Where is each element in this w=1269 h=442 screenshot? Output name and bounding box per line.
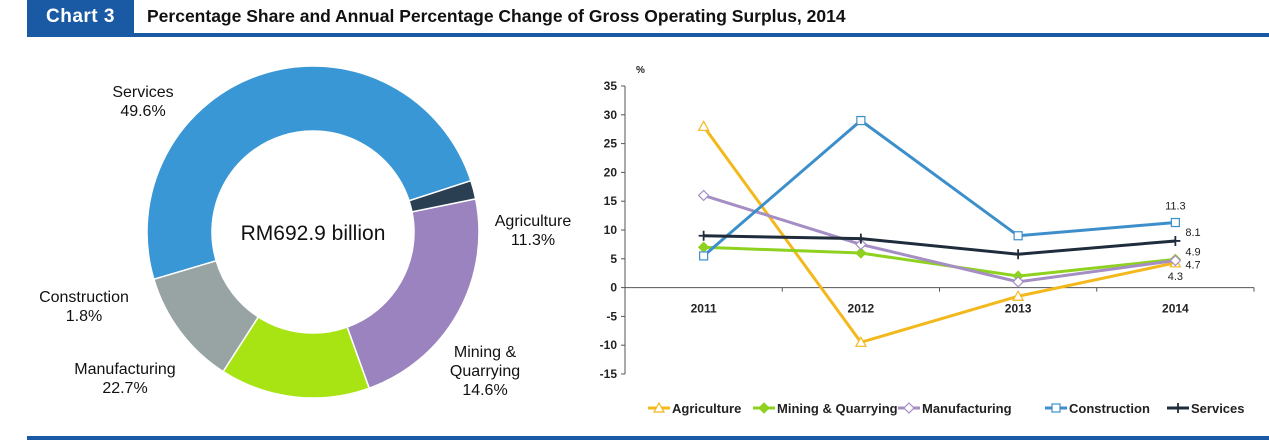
series-agriculture [697,120,1182,347]
point-manufacturing [1012,275,1024,288]
series-services [698,230,1181,260]
legend-item-services: Services [1167,401,1245,416]
x-tick-label: 2012 [848,302,875,316]
donut-slice-construction [408,179,477,213]
donut-slice-services [146,65,472,281]
data-label-manufacturing: 4.7 [1185,260,1200,272]
donut-slice-labels: Services 49.6% Agriculture 11.3% Mining & Qua… [39,84,571,399]
point-manufacturing [855,238,867,251]
donut-label-value: 11.3% [511,232,555,249]
chart-number-badge: Chart 3 [27,0,134,33]
y-tick-label: 25 [604,137,618,151]
legend-label: Manufacturing [922,401,1012,416]
footer-rule [27,436,1269,440]
legend-item-construction: Construction [1045,401,1150,416]
series-line-agriculture [702,125,1176,345]
data-label-mining-and-quarrying: 4.9 [1185,246,1200,258]
y-tick-label: 15 [604,194,618,208]
data-label-services: 8.1 [1185,227,1200,239]
legend-marker [758,402,770,414]
legend-marker [652,401,666,413]
legend-label: Services [1191,401,1245,416]
y-tick-label: 20 [604,165,618,179]
y-tick-label: 0 [610,281,617,295]
legend-marker [1173,403,1183,413]
y-tick-label: -15 [600,367,617,381]
chart-legend: Agriculture Mining & Quarrying Manufacturi… [648,401,1245,416]
point-mining-and-quarrying [855,247,867,259]
donut-label-name: Agriculture [495,213,572,230]
point-construction [699,251,709,261]
series-manufacturing [697,189,1182,288]
series-line-services [703,234,1176,256]
y-tick-label: 5 [610,252,617,266]
point-manufacturing [697,189,710,202]
legend-item-agriculture: Agriculture [648,401,741,416]
donut-label-value: 49.6% [120,103,165,120]
point-mining-and-quarrying [697,241,710,253]
y-tick-label: -5 [606,309,617,323]
donut-label-value: 22.7% [102,380,147,397]
series-construction [699,115,1180,261]
point-manufacturing [1169,254,1182,267]
line-chart: % 35 30 25 20 15 10 5 0 -5 -10 -15 2011 2012 2013 2014… [600,65,1255,416]
y-axis-unit: % [636,65,645,76]
chart-header: Chart 3 Percentage Share and Annual Perc… [27,0,1269,37]
donut-label-name: Mining & [454,344,517,361]
point-services [855,233,866,244]
legend-marker [903,402,915,414]
legend-label: Construction [1069,401,1150,416]
legend-item-mining-and-quarrying: Mining & Quarrying [753,401,898,416]
point-agriculture [854,336,867,347]
donut-label-name: Construction [39,289,129,306]
point-services [1013,249,1024,260]
series-line-manufacturing [703,194,1176,284]
point-construction [1170,217,1180,228]
chart-axes: 35 30 25 20 15 10 5 0 -5 -10 -15 2011 2012 2013 2014 [600,79,1255,381]
point-construction [856,115,866,126]
donut-label-value: 14.6% [462,382,507,399]
y-tick-label: -10 [600,338,617,352]
legend-label: Mining & Quarrying [777,401,898,416]
donut-label-name: Quarrying [450,363,520,380]
data-label-construction: 11.3 [1165,201,1186,213]
donut-label-name: Services [112,84,173,101]
point-agriculture [1012,290,1025,301]
point-services [1170,235,1181,246]
donut-label-name: Manufacturing [74,361,175,378]
point-construction [1013,231,1023,241]
donut-label-value: 1.8% [66,308,102,325]
donut-slice-manufacturing [346,197,480,390]
chart-title: Percentage Share and Annual Percentage C… [147,6,846,26]
legend-label: Agriculture [672,401,741,416]
x-tick-label: 2014 [1162,302,1189,316]
donut-center-label: RM692.9 billion [241,222,386,245]
donut-slices [146,65,480,399]
donut-chart: RM692.9 billion Services 49.6% Agriculture… [39,65,571,399]
y-tick-label: 10 [604,223,618,237]
x-tick-label: 2013 [1005,302,1032,316]
series-line-construction [702,118,1176,258]
data-label-agriculture: 4.3 [1168,271,1183,283]
point-agriculture [697,120,710,131]
series-lines [697,115,1182,347]
point-services [698,230,709,241]
y-tick-label: 35 [604,79,618,93]
data-labels: 11.3 8.1 4.9 4.74.3 [1165,201,1201,283]
legend-marker [1051,403,1061,413]
y-tick-label: 30 [604,108,618,122]
legend-item-manufacturing: Manufacturing [898,401,1012,416]
x-tick-label: 2011 [691,302,717,316]
